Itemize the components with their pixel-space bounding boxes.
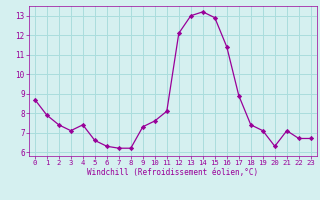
X-axis label: Windchill (Refroidissement éolien,°C): Windchill (Refroidissement éolien,°C) [87,168,258,177]
